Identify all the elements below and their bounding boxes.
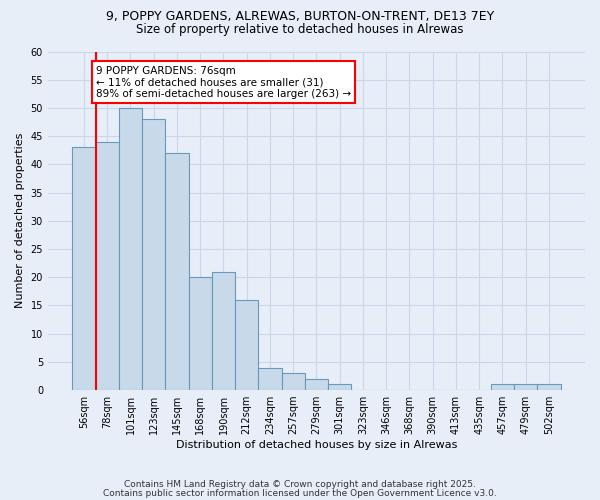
Bar: [259, 368, 281, 390]
Bar: [166, 153, 188, 390]
Text: 9, POPPY GARDENS, ALREWAS, BURTON-ON-TRENT, DE13 7EY: 9, POPPY GARDENS, ALREWAS, BURTON-ON-TRE…: [106, 10, 494, 23]
Bar: [142, 119, 166, 390]
Bar: [305, 379, 328, 390]
Bar: [188, 277, 212, 390]
Bar: [119, 108, 142, 390]
Text: 9 POPPY GARDENS: 76sqm
← 11% of detached houses are smaller (31)
89% of semi-det: 9 POPPY GARDENS: 76sqm ← 11% of detached…: [96, 66, 351, 99]
Text: Size of property relative to detached houses in Alrewas: Size of property relative to detached ho…: [136, 22, 464, 36]
Bar: [235, 300, 259, 390]
Text: Contains public sector information licensed under the Open Government Licence v3: Contains public sector information licen…: [103, 488, 497, 498]
Text: Contains HM Land Registry data © Crown copyright and database right 2025.: Contains HM Land Registry data © Crown c…: [124, 480, 476, 489]
Bar: [328, 384, 352, 390]
Bar: [514, 384, 538, 390]
Bar: [212, 272, 235, 390]
Bar: [73, 148, 95, 390]
Y-axis label: Number of detached properties: Number of detached properties: [15, 133, 25, 308]
X-axis label: Distribution of detached houses by size in Alrewas: Distribution of detached houses by size …: [176, 440, 457, 450]
Bar: [95, 142, 119, 390]
Bar: [491, 384, 514, 390]
Bar: [281, 373, 305, 390]
Bar: [538, 384, 560, 390]
